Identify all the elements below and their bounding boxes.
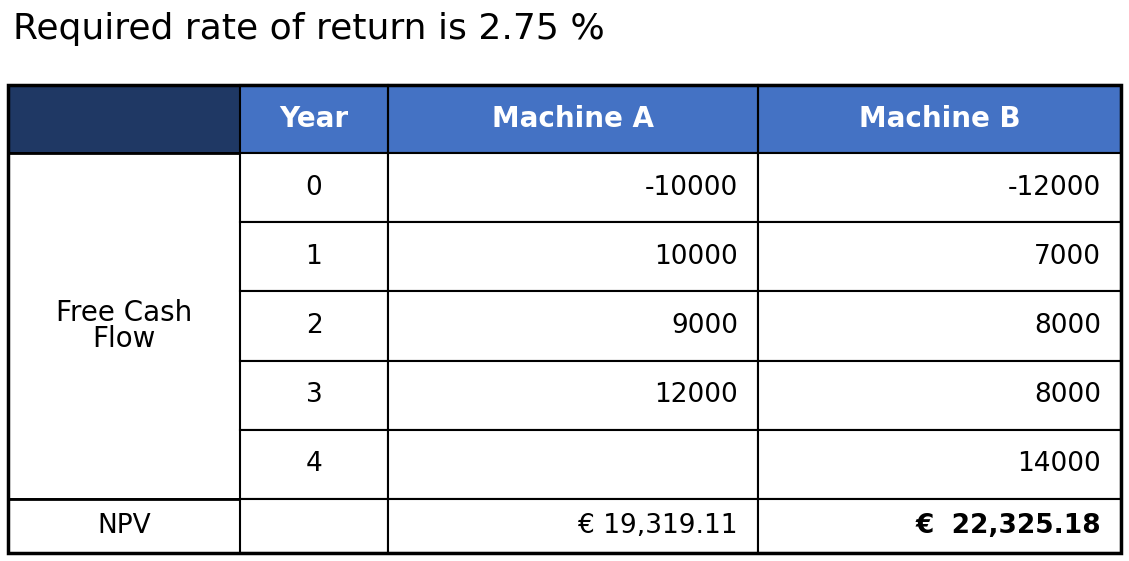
Bar	[758, 291, 1121, 361]
Text: -10000: -10000	[645, 174, 738, 201]
Bar	[8, 85, 1121, 553]
Bar	[388, 153, 758, 222]
Bar	[388, 361, 758, 430]
Bar	[388, 85, 758, 153]
Text: 8000: 8000	[1034, 313, 1101, 339]
Bar	[758, 499, 1121, 553]
Bar	[8, 153, 240, 499]
Text: Machine B: Machine B	[859, 105, 1021, 133]
Text: Year: Year	[280, 105, 349, 133]
Bar	[758, 430, 1121, 499]
Bar	[388, 430, 758, 499]
Bar	[240, 430, 388, 499]
Text: 8000: 8000	[1034, 382, 1101, 408]
Bar	[240, 153, 388, 222]
Bar	[758, 291, 1121, 361]
Bar	[240, 430, 388, 499]
Bar	[388, 222, 758, 291]
Bar	[240, 85, 388, 153]
Bar	[758, 222, 1121, 291]
Text: Machine A: Machine A	[492, 105, 654, 133]
Bar	[240, 291, 388, 361]
Bar	[758, 222, 1121, 291]
Text: Required rate of return is 2.75 %: Required rate of return is 2.75 %	[14, 12, 605, 46]
Bar	[758, 430, 1121, 499]
Text: 2: 2	[306, 313, 323, 339]
Text: €  22,325.18: € 22,325.18	[916, 513, 1101, 539]
Bar	[758, 361, 1121, 430]
Bar	[388, 291, 758, 361]
Bar	[240, 361, 388, 430]
Text: 12000: 12000	[654, 382, 738, 408]
Bar	[240, 85, 388, 153]
Bar	[240, 222, 388, 291]
Bar	[8, 499, 240, 553]
Bar	[8, 153, 240, 499]
Bar	[388, 430, 758, 499]
Text: 9000: 9000	[671, 313, 738, 339]
Text: -12000: -12000	[1008, 174, 1101, 201]
Text: 7000: 7000	[1034, 244, 1101, 270]
Bar	[388, 222, 758, 291]
Text: 1: 1	[306, 244, 323, 270]
Bar	[388, 153, 758, 222]
Bar	[240, 222, 388, 291]
Bar	[8, 499, 240, 553]
Bar	[388, 499, 758, 553]
Bar	[388, 361, 758, 430]
Text: Flow: Flow	[93, 325, 156, 353]
Bar	[240, 499, 388, 553]
Bar	[758, 153, 1121, 222]
Text: 4: 4	[306, 452, 323, 477]
Bar	[758, 361, 1121, 430]
Text: € 19,319.11: € 19,319.11	[578, 513, 738, 539]
Bar	[758, 85, 1121, 153]
Bar	[240, 291, 388, 361]
Bar	[388, 85, 758, 153]
Bar	[240, 153, 388, 222]
Bar	[8, 85, 1121, 153]
Text: NPV: NPV	[97, 513, 151, 539]
Text: Free Cash: Free Cash	[55, 299, 192, 327]
Text: 14000: 14000	[1017, 452, 1101, 477]
Bar	[240, 361, 388, 430]
Text: 0: 0	[306, 174, 323, 201]
Bar	[758, 153, 1121, 222]
Bar	[388, 499, 758, 553]
Bar	[388, 291, 758, 361]
Bar	[758, 85, 1121, 153]
Text: 10000: 10000	[654, 244, 738, 270]
Bar	[758, 499, 1121, 553]
Text: 3: 3	[306, 382, 323, 408]
Bar	[240, 499, 388, 553]
Bar	[8, 85, 240, 153]
